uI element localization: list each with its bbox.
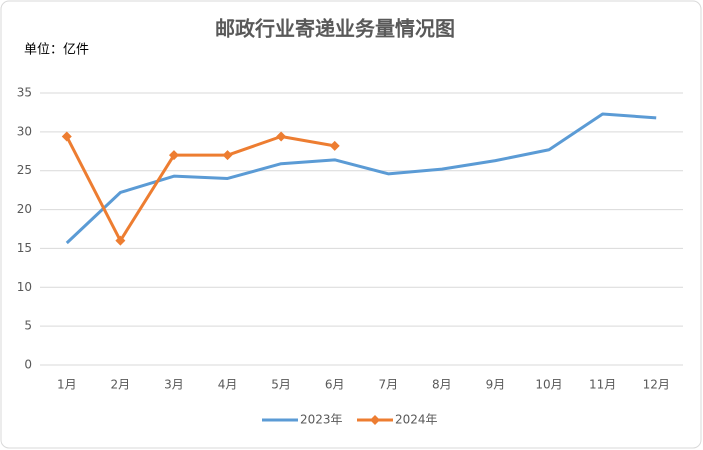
x-tick-label: 1月 [57,378,77,392]
x-tick-label: 11月 [589,378,616,392]
series-line [65,135,335,243]
y-tick-label: 15 [17,241,32,255]
data-marker [61,131,72,142]
data-marker [329,140,340,151]
data-marker [222,150,233,161]
x-tick-label: 8月 [432,378,452,392]
y-tick-label: 20 [17,202,32,216]
x-tick-label: 12月 [643,378,670,392]
data-marker [115,235,126,246]
legend-marker [370,415,380,425]
legend-label: 2024年 [395,413,438,427]
series-line [65,112,657,245]
x-tick-label: 5月 [271,378,291,392]
x-tick-label: 10月 [535,378,562,392]
legend-label: 2023年 [300,413,343,427]
y-tick-label: 35 [17,86,32,100]
data-marker [276,131,287,142]
chart-title: 邮政行业寄递业务量情况图 [215,17,455,41]
y-tick-label: 30 [17,124,32,138]
data-marker [168,150,179,161]
unit-label: 单位：亿件 [24,43,89,58]
x-tick-label: 2月 [111,378,131,392]
y-tick-label: 10 [17,280,32,294]
x-tick-label: 4月 [218,378,238,392]
x-tick-label: 6月 [325,378,345,392]
x-tick-label: 7月 [378,378,398,392]
x-tick-label: 3月 [164,378,184,392]
y-tick-label: 5 [24,319,32,333]
y-tick-label: 0 [24,358,32,372]
x-tick-label: 9月 [486,378,506,392]
y-tick-label: 25 [17,163,32,177]
